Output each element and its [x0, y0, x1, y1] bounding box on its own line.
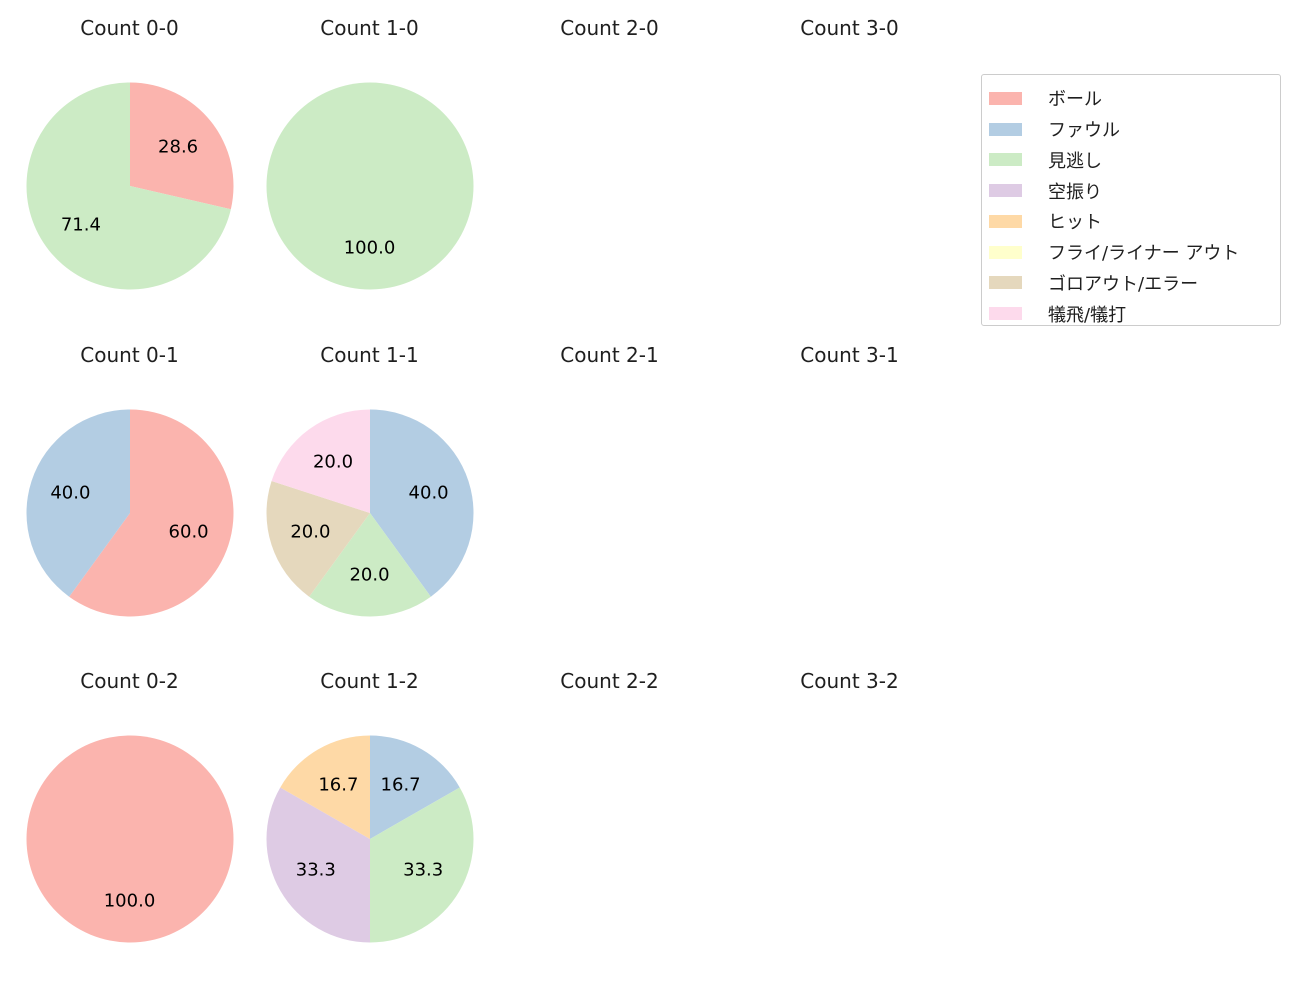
chart-title-count-0-0: Count 0-0: [80, 16, 179, 40]
legend: ボールファウル見逃し空振りヒットフライ/ライナー アウト ゴロアウト/エラー 犠飛/…: [981, 74, 1281, 326]
pie-slice-count-0-1-foul: [26, 409, 130, 597]
legend-label-hit: ヒット: [1048, 212, 1102, 234]
legend-swatch-foul: [989, 122, 1022, 136]
legend-label-ball: ボール: [1048, 89, 1102, 111]
pct-label-count-1-2-foul: 16.7: [380, 774, 421, 796]
pie-count-0-0: [26, 82, 234, 290]
pct-label-count-1-1-foul: 40.0: [408, 482, 449, 504]
pie-slice-count-1-1-looking: [308, 512, 431, 616]
legend-item-hit: ヒット: [982, 206, 1280, 237]
legend-item-ground_out_error: ゴロアウト/エラー: [982, 268, 1280, 299]
pie-slice-count-1-1-ground_out_error: [266, 480, 370, 597]
chart-title-count-3-2: Count 3-2: [800, 669, 899, 693]
legend-item-ball: ボール: [982, 83, 1280, 114]
pct-label-count-0-1-ball: 60.0: [168, 521, 209, 543]
pct-label-count-0-0-looking: 71.4: [60, 214, 101, 236]
pct-label-count-1-1-sacrifice: 20.0: [312, 451, 354, 473]
pie-count-0-1: [26, 409, 234, 616]
chart-title-count-2-1: Count 2-1: [560, 342, 659, 367]
chart-title-count-2-2: Count 2-2: [560, 669, 659, 693]
pct-label-count-1-2-swinging: 33.3: [295, 859, 336, 881]
chart-title-count-3-1: Count 3-1: [800, 342, 899, 367]
chart-title-count-0-1: Count 0-1: [80, 342, 179, 367]
legend-label-looking: 見逃し: [1048, 150, 1102, 172]
chart-title-count-3-0: Count 3-0: [800, 16, 899, 40]
pct-label-count-1-2-looking: 33.3: [403, 859, 444, 881]
legend-label-foul: ファウル: [1048, 120, 1120, 142]
legend-label-ground_out_error: ゴロアウト/エラー: [1048, 273, 1199, 295]
pie-slice-count-0-2-ball: [26, 735, 233, 943]
pie-count-0-2: [26, 735, 233, 943]
chart-title-count-0-2: Count 0-2: [80, 669, 179, 693]
chart-title-count-1-0: Count 1-0: [320, 16, 419, 40]
pie-slice-count-1-0-looking: [266, 82, 473, 290]
pie-slice-count-1-2-foul: [369, 735, 460, 839]
legend-swatch-looking: [989, 153, 1022, 167]
chart-title-count-1-2: Count 1-2: [320, 669, 419, 693]
pie-slice-count-0-0-looking: [26, 82, 231, 290]
chart-title-count-1-1: Count 1-1: [320, 342, 419, 367]
legend-label-swinging: 空振り: [1048, 181, 1102, 203]
legend-label-fly_liner_out: フライ/ライナー アウト: [1048, 243, 1240, 265]
legend-item-foul: ファウル: [982, 114, 1280, 145]
pct-label-count-0-1-foul: 40.0: [50, 482, 91, 504]
pie-slice-count-1-1-foul: [369, 409, 473, 597]
pct-label-count-1-2-hit: 16.7: [318, 774, 359, 796]
legend-item-fly_liner_out: フライ/ライナー アウト: [982, 237, 1280, 268]
legend-swatch-ground_out_error: [989, 276, 1022, 290]
pie-slice-count-1-1-sacrifice: [271, 409, 370, 513]
pct-label-count-1-1-ground_out_error: 20.0: [290, 521, 331, 543]
pct-label-count-0-0-ball: 28.6: [158, 136, 199, 158]
pie-count-1-1: [266, 409, 473, 616]
pie-count-1-2: [265, 735, 474, 943]
pct-label-count-1-0-looking: 100.0: [343, 237, 396, 259]
pie-count-1-0: [266, 82, 473, 290]
legend-swatch-ball: [989, 91, 1022, 105]
legend-swatch-sacrifice: [989, 307, 1022, 321]
pct-label-count-1-1-looking: 20.0: [349, 564, 390, 586]
legend-swatch-hit: [989, 214, 1022, 228]
pct-label-count-0-2-ball: 100.0: [103, 890, 156, 912]
chart-title-count-2-0: Count 2-0: [560, 16, 659, 40]
pie-slice-count-0-0-ball: [129, 82, 234, 210]
pie-slice-count-1-2-looking: [369, 787, 474, 943]
pie-slice-count-1-2-swinging: [265, 787, 370, 943]
legend-item-looking: 見逃し: [982, 145, 1280, 176]
pie-slice-count-1-2-hit: [279, 735, 370, 839]
pie-slice-count-0-1-ball: [68, 409, 234, 616]
legend-label-sacrifice: 犠飛/犠打: [1048, 304, 1127, 326]
legend-swatch-fly_liner_out: [989, 245, 1022, 259]
legend-item-swinging: 空振り: [982, 175, 1280, 206]
legend-swatch-swinging: [989, 184, 1022, 198]
legend-item-sacrifice: 犠飛/犠打: [982, 298, 1280, 329]
